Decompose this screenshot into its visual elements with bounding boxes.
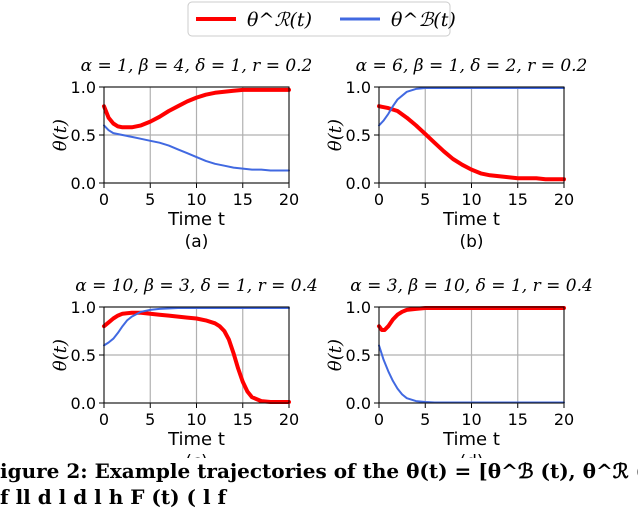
x-tick-label: 10 (461, 190, 481, 209)
x-tick-label: 10 (186, 190, 206, 209)
x-tick-label: 5 (145, 190, 155, 209)
y-axis-label: θ(t) (50, 119, 71, 151)
legend: θ^ℛ(t) θ^ℬ(t) (187, 1, 456, 37)
series-line-blue (103, 124, 290, 172)
x-tick-label: 15 (508, 410, 528, 429)
x-tick-label: 5 (420, 190, 430, 209)
y-tick-label: 0.5 (346, 126, 371, 145)
chart-title: α = 3, β = 10, δ = 1, r = 0.4 (350, 276, 593, 296)
chart-title: α = 6, β = 1, δ = 2, r = 0.2 (356, 56, 588, 76)
y-tick-label: 0.0 (71, 174, 96, 193)
y-tick-label: 1.0 (346, 298, 371, 317)
y-axis-label: θ(t) (325, 339, 346, 371)
panel-sublabel: (d) (459, 452, 483, 458)
axes-frame (103, 86, 290, 184)
x-axis-label: Time t (442, 209, 500, 230)
x-tick-label: 15 (233, 190, 253, 209)
x-tick-label: 0 (374, 410, 384, 429)
chart-panel-2: α = 6, β = 1, δ = 2, r = 0.2 0 5 10 15 20 0.0 0… (325, 56, 587, 252)
x-tick-label: 20 (554, 190, 574, 209)
series-line-blue (378, 87, 565, 127)
x-tick-label: 5 (420, 410, 430, 429)
chart-panel-3: α = 10, β = 3, δ = 1, r = 0.4 0 5 10 15 20 0.0… (50, 276, 318, 458)
legend-label-red: θ^ℛ(t) (247, 9, 312, 31)
panel-sublabel: (c) (185, 452, 208, 458)
x-tick-label: 10 (186, 410, 206, 429)
y-tick-label: 1.0 (71, 78, 96, 97)
x-tick-label: 20 (279, 190, 299, 209)
y-tick-label: 0.5 (71, 126, 96, 145)
chart-panel-4: α = 3, β = 10, δ = 1, r = 0.4 0 5 10 15 20 0.0… (325, 276, 593, 458)
x-tick-label: 20 (554, 410, 574, 429)
y-tick-label: 0.0 (346, 174, 371, 193)
series-line-red (102, 87, 291, 130)
chart-panel-1: α = 1, β = 4, δ = 1, r = 0.2 0 5 10 15 20 0.0 0… (50, 56, 312, 252)
y-axis-label: θ(t) (50, 339, 71, 371)
axes-frame (378, 306, 565, 404)
y-tick-label: 0.0 (71, 394, 96, 413)
panel-sublabel: (b) (459, 232, 483, 252)
axes-frame (103, 306, 290, 404)
legend-label-blue: θ^ℬ(t) (391, 9, 456, 31)
series-line-blue (103, 307, 290, 347)
x-tick-label: 0 (374, 190, 384, 209)
x-tick-label: 15 (233, 410, 253, 429)
caption-line-2: f ll d l d l h F (t) ( l f (0, 485, 227, 509)
y-tick-label: 1.0 (346, 78, 371, 97)
x-axis-label: Time t (442, 429, 500, 450)
x-tick-label: 5 (145, 410, 155, 429)
x-tick-label: 0 (99, 410, 109, 429)
series-line-red (377, 306, 566, 332)
x-tick-label: 10 (461, 410, 481, 429)
figure: θ^ℛ(t) θ^ℬ(t) α = 1, β = 4, δ = 1, r = 0… (50, 1, 593, 458)
legend-frame (187, 1, 451, 37)
y-tick-label: 0.5 (346, 346, 371, 365)
chart-title: α = 10, β = 3, δ = 1, r = 0.4 (75, 276, 318, 296)
x-axis-label: Time t (167, 429, 225, 450)
y-tick-label: 0.0 (346, 394, 371, 413)
figure-caption: igure 2: Example trajectories of the θ(t… (0, 458, 638, 510)
x-axis-label: Time t (167, 209, 225, 230)
chart-title: α = 1, β = 4, δ = 1, r = 0.2 (81, 56, 313, 76)
y-tick-label: 1.0 (71, 298, 96, 317)
panels: α = 1, β = 4, δ = 1, r = 0.20 5 10 15 200.00… (50, 56, 593, 458)
x-tick-label: 15 (508, 190, 528, 209)
x-tick-label: 0 (99, 190, 109, 209)
axes-frame (378, 86, 565, 184)
y-tick-label: 0.5 (71, 346, 96, 365)
panel-sublabel: (a) (185, 232, 209, 252)
caption-line-1: igure 2: Example trajectories of the θ(t… (0, 459, 638, 483)
x-tick-label: 20 (279, 410, 299, 429)
y-axis-label: θ(t) (325, 119, 346, 151)
series-line-red (102, 310, 291, 404)
series-line-red (377, 104, 566, 182)
